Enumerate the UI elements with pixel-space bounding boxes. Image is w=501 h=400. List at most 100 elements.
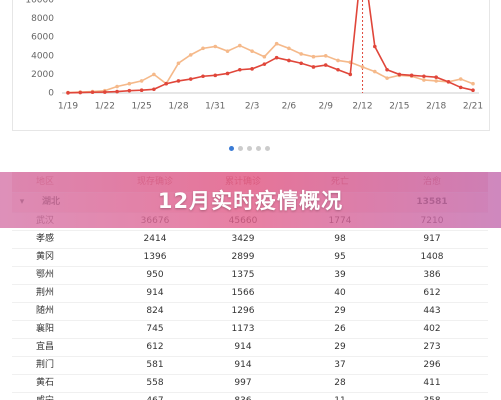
table-cell: 824 <box>146 306 164 316</box>
table-cell: 95 <box>334 252 346 262</box>
table-cell: 荆门 <box>35 360 55 370</box>
table-cell: 1173 <box>231 324 255 334</box>
table-row: 孝感 2414 3429 98 917 <box>12 231 488 249</box>
table-cell: 443 <box>423 306 441 316</box>
series-point <box>446 80 451 84</box>
x-tick-label: 2/3 <box>245 102 259 112</box>
series-point <box>139 88 144 93</box>
banner-title: 12月实时疫情概况 <box>157 189 344 213</box>
table-cell: 鄂州 <box>35 270 55 280</box>
table-cell: 29 <box>334 306 346 316</box>
table-cell: 3429 <box>231 234 255 244</box>
series-point <box>188 53 193 57</box>
table-cell: 1566 <box>231 288 255 298</box>
table-cell: 39 <box>334 270 346 280</box>
table-cell: 29 <box>334 342 346 352</box>
series-point <box>373 44 377 49</box>
table-cell: 386 <box>423 270 441 280</box>
series-point <box>152 72 156 77</box>
page-dot[interactable] <box>247 146 252 151</box>
table-row: 黄冈 1396 2899 95 1408 <box>12 249 488 267</box>
series-point <box>311 65 316 69</box>
table-cell: 随州 <box>35 306 55 316</box>
table-cell: 26 <box>334 324 346 334</box>
table-cell: 411 <box>423 378 441 388</box>
x-tick-label: 1/25 <box>132 102 152 112</box>
x-tick-label: 2/9 <box>318 102 333 112</box>
series-point <box>164 81 168 86</box>
x-tick-label: 1/31 <box>205 102 225 112</box>
table-row: 黄石 558 997 28 411 <box>12 375 488 393</box>
table-cell: 襄阳 <box>35 324 55 334</box>
series-point <box>311 54 316 59</box>
table-cell: 836 <box>234 393 251 400</box>
series-point <box>127 81 132 86</box>
series-point <box>471 81 475 86</box>
table-row: 鄂州 950 1375 39 386 <box>12 267 488 285</box>
table-cell: 黄冈 <box>35 252 55 262</box>
table-cell: 2899 <box>231 252 255 262</box>
series-point <box>360 65 365 69</box>
series-point <box>250 49 254 53</box>
series-point <box>274 41 279 46</box>
table-row: 随州 824 1296 29 443 <box>12 303 488 321</box>
table-cell: 745 <box>146 324 164 334</box>
x-tick-label: 2/15 <box>389 102 409 112</box>
page-dot[interactable] <box>238 146 243 151</box>
y-tick-label: 2000 <box>31 70 54 80</box>
table-cell: 1396 <box>143 252 167 262</box>
table-cell: 宜昌 <box>35 342 55 352</box>
table-cell: 358 <box>423 393 440 400</box>
series-line <box>67 0 474 94</box>
series-point <box>397 72 402 77</box>
table-cell: 孝感 <box>35 234 55 244</box>
series-point <box>409 73 414 78</box>
table-cell: 1408 <box>420 252 444 262</box>
y-tick-label: 8000 <box>31 14 54 24</box>
series-point <box>201 74 205 79</box>
x-tick-label: 2/6 <box>282 102 297 112</box>
series-line <box>67 42 474 94</box>
series-point <box>238 43 242 48</box>
table-cell: 950 <box>146 270 164 280</box>
series-point <box>373 69 377 74</box>
series-point <box>299 52 303 56</box>
table-cell: 11 <box>334 393 345 400</box>
series-point <box>348 72 353 77</box>
series-point <box>225 71 230 76</box>
series-point <box>90 90 95 95</box>
series-point <box>238 67 242 72</box>
x-tick-label: 2/21 <box>463 102 483 112</box>
table-cell: 402 <box>423 324 441 334</box>
page-dot[interactable] <box>229 146 234 151</box>
series-point <box>385 67 389 72</box>
series-point <box>336 67 340 72</box>
table-cell: 黄石 <box>35 378 55 388</box>
table-cell: 296 <box>423 360 441 370</box>
series-point <box>103 90 107 94</box>
series-point <box>422 78 426 82</box>
series-point <box>287 58 291 63</box>
series-point <box>262 54 267 59</box>
series-point <box>422 74 426 79</box>
x-tick-label: 1/19 <box>58 102 78 112</box>
table-cell: 28 <box>334 378 346 388</box>
table-cell: 997 <box>234 378 252 388</box>
series-point <box>287 46 291 51</box>
series-point <box>201 46 205 51</box>
page-dot[interactable] <box>256 146 261 151</box>
table-cell: 612 <box>423 288 441 298</box>
x-tick-label: 2/12 <box>352 102 372 112</box>
series-point <box>458 85 463 90</box>
series-point <box>78 90 83 95</box>
series-point <box>225 49 230 53</box>
table-cell: 467 <box>146 393 163 400</box>
table-row: 宜昌 612 914 29 273 <box>12 339 488 357</box>
series-point <box>434 75 438 79</box>
series-point <box>139 79 144 83</box>
table-cell: 581 <box>146 360 164 370</box>
table-cell: 1296 <box>231 306 255 316</box>
table-cell: 558 <box>146 378 164 388</box>
page-dot[interactable] <box>265 146 270 151</box>
